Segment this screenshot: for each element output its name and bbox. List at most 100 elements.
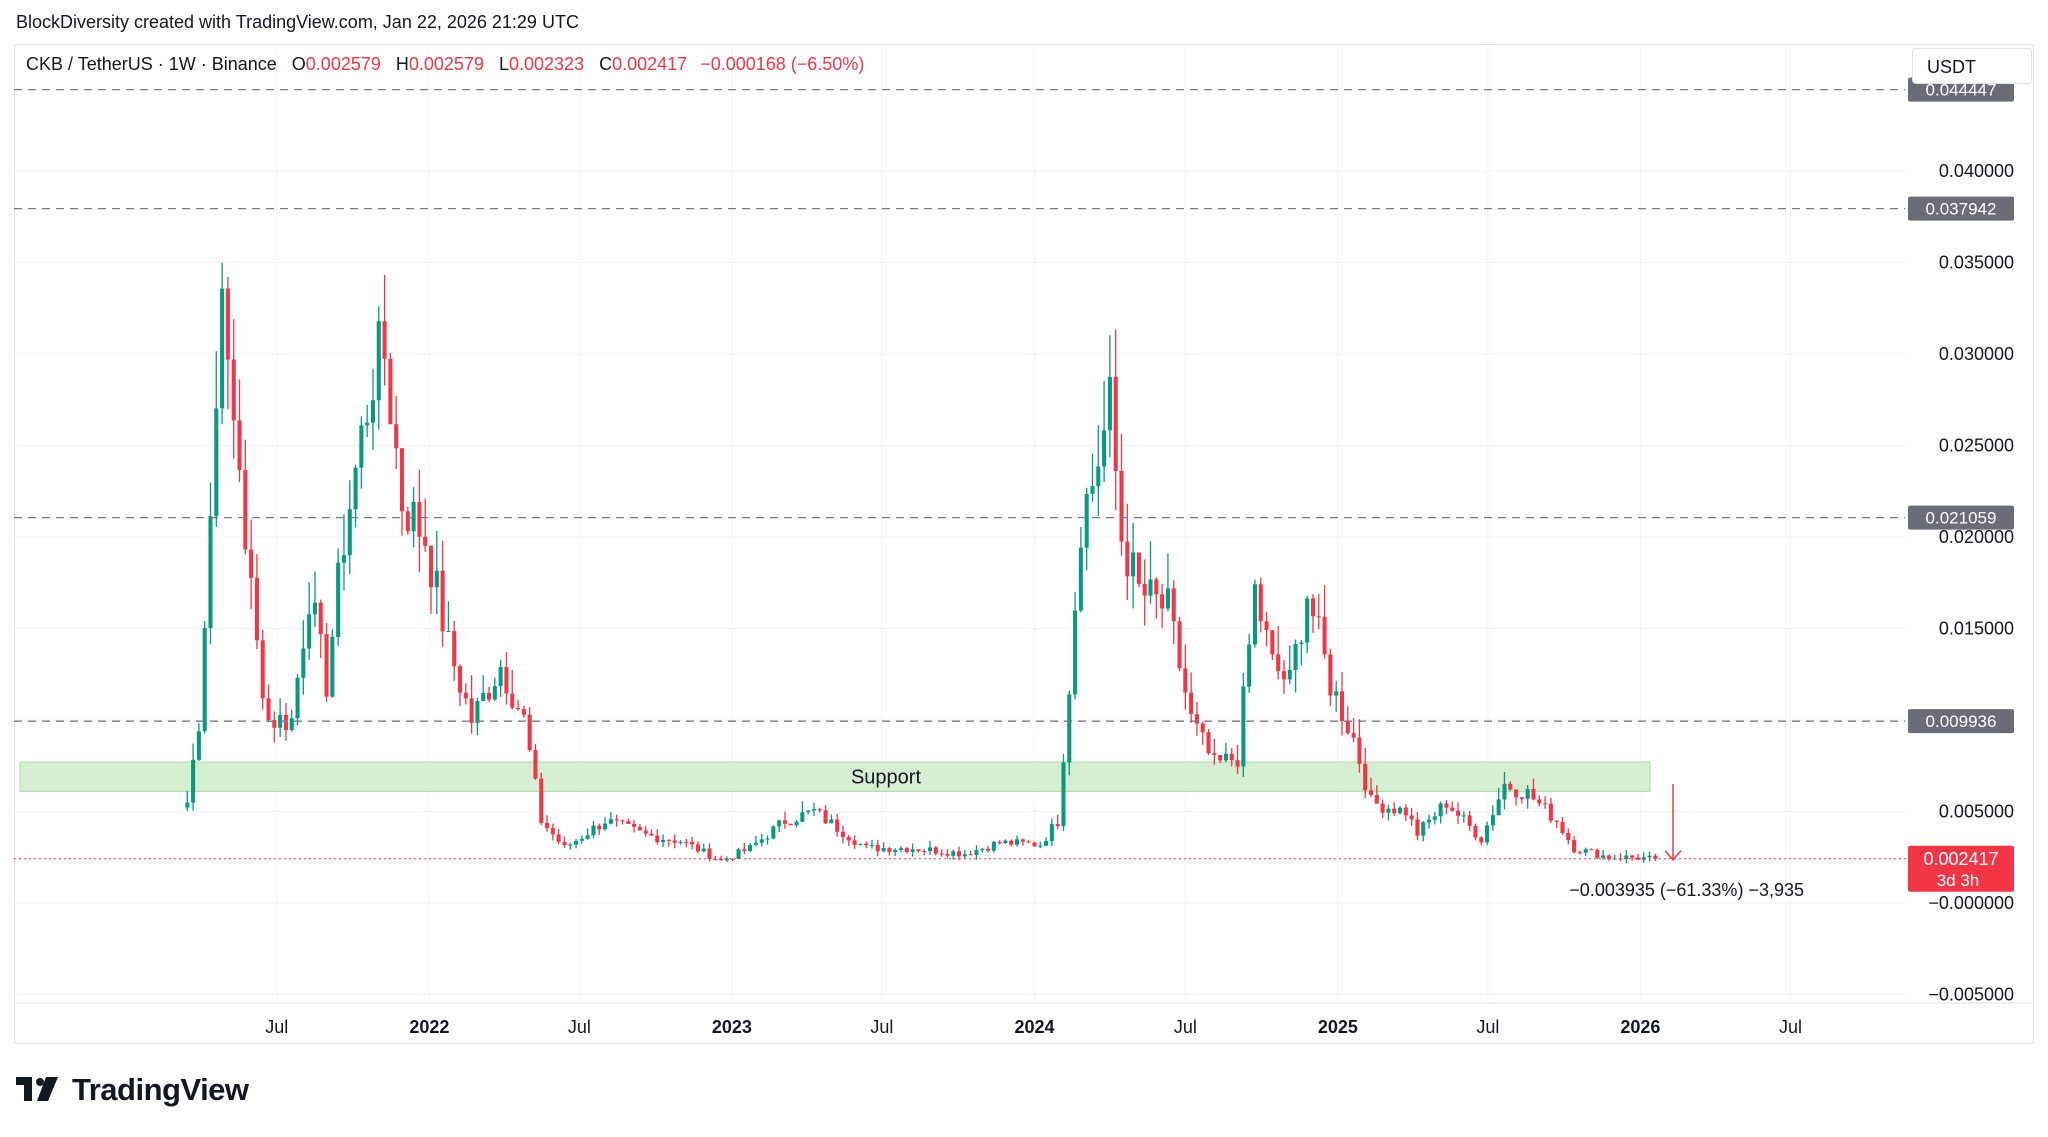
candle-body bbox=[1624, 855, 1629, 860]
candle-body bbox=[1386, 808, 1391, 813]
candle-body bbox=[1635, 857, 1640, 860]
candle-body bbox=[347, 509, 352, 556]
candle-body bbox=[1061, 762, 1066, 827]
candle-body bbox=[1415, 819, 1420, 836]
currency-button[interactable]: USDT bbox=[1912, 48, 2032, 84]
candle-body bbox=[1293, 644, 1298, 670]
x-tick-label: Jul bbox=[265, 1017, 288, 1037]
candle-body bbox=[1589, 849, 1594, 851]
candle-body bbox=[359, 425, 364, 468]
candle-body bbox=[811, 809, 816, 811]
candle-body bbox=[829, 819, 834, 824]
candle-body bbox=[893, 850, 898, 853]
measure-annotation: −0.003935 (−61.33%) −3,935 bbox=[1569, 880, 1804, 900]
tradingview-logo[interactable]: TradingView bbox=[16, 1072, 249, 1108]
candle-body bbox=[1490, 815, 1495, 826]
open-label: O bbox=[291, 54, 306, 74]
candle-body bbox=[1090, 486, 1095, 494]
candle-body bbox=[835, 819, 840, 832]
candle-body bbox=[1606, 855, 1611, 859]
candle-body bbox=[933, 847, 938, 854]
last-price-tag bbox=[1908, 845, 2014, 892]
candle-body bbox=[1177, 621, 1182, 669]
candle-body bbox=[446, 631, 451, 633]
candle-body bbox=[1438, 803, 1443, 817]
candle-body bbox=[655, 835, 660, 843]
open-value: 0.002579 bbox=[305, 54, 381, 74]
ohlc-legend: CKB / TetherUS · 1W · Binance O0.002579 … bbox=[26, 54, 864, 75]
candle-body bbox=[672, 840, 677, 843]
candle-body bbox=[957, 851, 962, 857]
candle-body bbox=[707, 848, 712, 859]
candle-body bbox=[208, 516, 213, 629]
candle-body bbox=[1328, 654, 1333, 696]
y-tick-label: 0.035000 bbox=[1939, 253, 2014, 273]
candle-body bbox=[434, 570, 439, 588]
candle-body bbox=[1229, 753, 1234, 761]
candle-body bbox=[1554, 820, 1559, 822]
candle-body bbox=[1026, 841, 1031, 843]
candle-body bbox=[307, 614, 312, 649]
candle-body bbox=[1107, 376, 1112, 431]
candle-body bbox=[927, 847, 933, 852]
candle-body bbox=[1345, 721, 1350, 734]
candle-body bbox=[463, 692, 468, 699]
candle-body bbox=[1560, 821, 1565, 834]
candle-body bbox=[823, 810, 828, 824]
candle-body bbox=[318, 602, 323, 635]
candle-body bbox=[719, 859, 724, 861]
candle-body bbox=[272, 720, 277, 728]
candle-body bbox=[1572, 840, 1577, 853]
candle-body bbox=[1305, 598, 1310, 643]
x-tick-label: Jul bbox=[1174, 1017, 1197, 1037]
candle-body bbox=[1339, 691, 1345, 722]
candle-body bbox=[1073, 610, 1078, 695]
candle-body bbox=[1276, 654, 1281, 672]
candle-body bbox=[498, 666, 503, 687]
candle-body bbox=[1531, 788, 1536, 800]
candle-body bbox=[1299, 642, 1304, 645]
candle-body bbox=[591, 825, 596, 836]
candle-body bbox=[330, 636, 335, 697]
candle-body bbox=[916, 849, 921, 852]
candle-body bbox=[771, 826, 776, 839]
candle-body bbox=[1316, 616, 1321, 618]
candle-body bbox=[1049, 824, 1054, 842]
level-price-tag bbox=[1908, 505, 2014, 530]
symbol-label[interactable]: CKB / TetherUS · 1W · Binance bbox=[26, 54, 277, 74]
candle-body bbox=[1577, 852, 1582, 854]
candle-body bbox=[516, 707, 521, 710]
candle-body bbox=[846, 837, 851, 841]
candle-body bbox=[1392, 808, 1397, 814]
candle-body bbox=[266, 698, 271, 721]
candle-body bbox=[231, 359, 236, 421]
candle-body bbox=[1601, 855, 1606, 858]
candle-body bbox=[881, 848, 886, 852]
level-price-tag bbox=[1908, 709, 2014, 734]
candle-body bbox=[191, 759, 196, 803]
candle-body bbox=[986, 848, 991, 851]
x-tick-label: Jul bbox=[1476, 1017, 1499, 1037]
candle-body bbox=[492, 686, 497, 700]
candle-body bbox=[1508, 783, 1513, 790]
candle-body bbox=[341, 555, 346, 563]
candle-body bbox=[649, 833, 654, 836]
low-value: 0.002323 bbox=[509, 54, 585, 74]
level-price-label: 0.009936 bbox=[1926, 712, 1997, 731]
candle-body bbox=[1502, 783, 1507, 800]
candle-body bbox=[742, 849, 747, 852]
candle-body bbox=[504, 666, 509, 694]
candle-body bbox=[289, 718, 294, 731]
candle-body bbox=[1450, 807, 1455, 811]
candle-body bbox=[1334, 691, 1339, 696]
candle-body bbox=[724, 858, 729, 861]
candle-body bbox=[777, 820, 782, 827]
candle-body bbox=[382, 321, 387, 359]
candle-body bbox=[690, 841, 695, 845]
candle-body bbox=[1421, 822, 1426, 836]
x-tick-label: 2025 bbox=[1318, 1017, 1358, 1037]
candle-body bbox=[260, 640, 265, 699]
candle-body bbox=[411, 501, 416, 532]
candle-body bbox=[1020, 839, 1025, 842]
